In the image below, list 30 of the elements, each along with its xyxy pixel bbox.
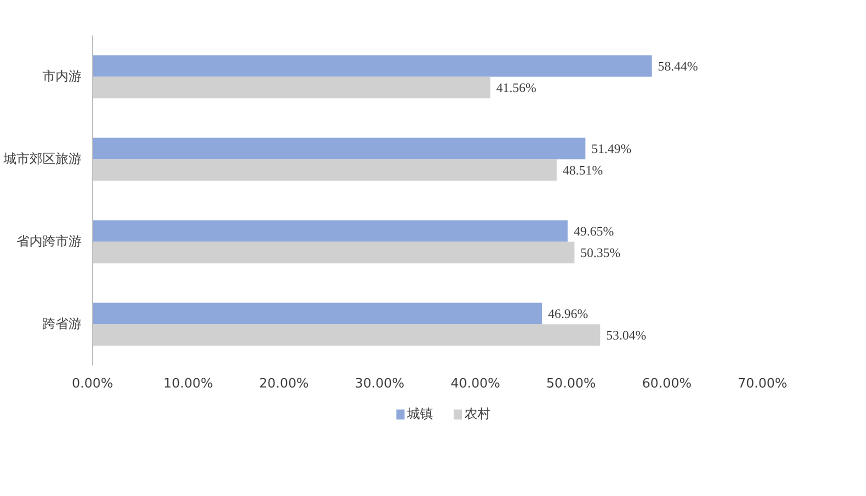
data-label: 46.96% <box>548 306 588 322</box>
bar <box>92 76 490 98</box>
x-tick-label: 30.00% <box>354 376 404 392</box>
data-label: 53.04% <box>606 327 646 342</box>
data-label: 49.65% <box>574 224 614 239</box>
legend-label: 城镇 <box>406 407 434 422</box>
legend-label: 农村 <box>464 407 490 422</box>
bar <box>92 220 568 242</box>
data-label: 50.35% <box>580 244 621 260</box>
y-tick-label: 市内游 <box>42 69 82 84</box>
bar <box>92 302 542 324</box>
x-tick-label: 60.00% <box>642 376 692 392</box>
bar <box>92 138 586 160</box>
x-tick-label: 70.00% <box>738 376 788 392</box>
bar <box>92 55 652 77</box>
y-tick-label: 省内跨市游 <box>16 234 82 250</box>
y-tick-label: 跨省游 <box>42 316 82 332</box>
bar <box>92 324 600 346</box>
x-tick-label: 50.00% <box>546 376 596 392</box>
data-label: 48.51% <box>562 162 604 178</box>
x-tick-label: 0.00% <box>72 376 114 392</box>
bar <box>92 242 574 264</box>
data-label: 51.49% <box>591 141 632 156</box>
x-tick-label: 20.00% <box>259 376 309 392</box>
data-label: 58.44% <box>658 58 698 74</box>
data-label: 41.56% <box>496 80 537 95</box>
y-tick-label: 城市郊区旅游 <box>2 152 82 167</box>
x-tick-label: 10.00% <box>163 376 214 392</box>
x-tick-label: 40.00% <box>450 376 500 392</box>
bar <box>92 159 557 181</box>
